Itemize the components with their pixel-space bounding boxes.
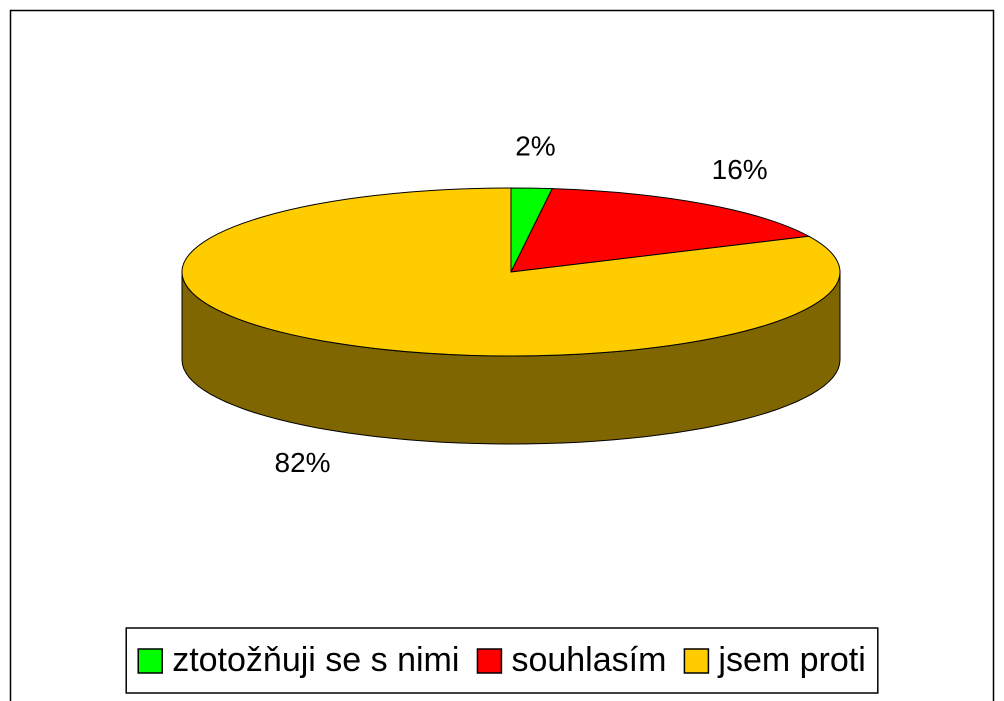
data-label: 2% [515,131,555,162]
legend-label: souhlasím [511,641,666,679]
legend-swatch [476,648,503,674]
legend-label: ztotožňuji se s nimi [172,641,459,679]
data-label: 16% [712,154,768,185]
legend: ztotožňuji se s nimi souhlasím jsem proti [125,627,879,694]
legend-swatch [137,648,163,674]
pie-slice [510,188,811,273]
legend-swatch [683,648,710,674]
pie-slice [181,187,841,357]
data-label: 82% [275,447,331,478]
legend-label: jsem proti [717,641,865,679]
